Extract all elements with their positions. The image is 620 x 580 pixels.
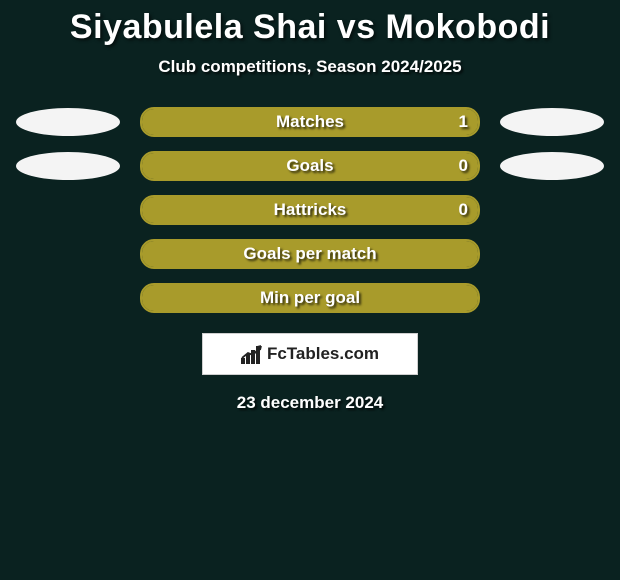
stat-row: Goals 0 xyxy=(0,151,620,181)
date-label: 23 december 2024 xyxy=(0,393,620,413)
bar-chart-icon xyxy=(241,344,263,364)
bar-label: Goals xyxy=(286,156,333,176)
bar-value-right: 0 xyxy=(459,156,468,176)
right-ellipse xyxy=(500,108,604,136)
logo-text: FcTables.com xyxy=(267,344,379,364)
right-ellipse xyxy=(500,152,604,180)
stat-row: Matches 1 xyxy=(0,107,620,137)
stat-row: Hattricks 0 xyxy=(0,195,620,225)
logo-box: FcTables.com xyxy=(202,333,418,375)
left-spacer xyxy=(16,240,120,268)
right-spacer xyxy=(500,240,604,268)
right-spacer xyxy=(500,284,604,312)
stat-bar: Goals 0 xyxy=(140,151,480,181)
bar-label: Matches xyxy=(276,112,344,132)
bar-value-right: 1 xyxy=(459,112,468,132)
left-ellipse xyxy=(16,108,120,136)
stat-bar: Hattricks 0 xyxy=(140,195,480,225)
left-spacer xyxy=(16,196,120,224)
bar-label: Hattricks xyxy=(274,200,347,220)
page-title: Siyabulela Shai vs Mokobodi xyxy=(0,8,620,47)
stat-row: Min per goal xyxy=(0,283,620,313)
left-spacer xyxy=(16,284,120,312)
stat-bar: Matches 1 xyxy=(140,107,480,137)
bar-value-right: 0 xyxy=(459,200,468,220)
bar-label: Goals per match xyxy=(243,244,376,264)
stat-bar: Goals per match xyxy=(140,239,480,269)
stat-row: Goals per match xyxy=(0,239,620,269)
bar-label: Min per goal xyxy=(260,288,360,308)
page-subtitle: Club competitions, Season 2024/2025 xyxy=(0,57,620,77)
left-ellipse xyxy=(16,152,120,180)
stat-bar: Min per goal xyxy=(140,283,480,313)
stat-rows: Matches 1 Goals 0 Hattricks 0 Goals per match M… xyxy=(0,107,620,313)
right-spacer xyxy=(500,196,604,224)
comparison-infographic: Siyabulela Shai vs Mokobodi Club competi… xyxy=(0,0,620,413)
